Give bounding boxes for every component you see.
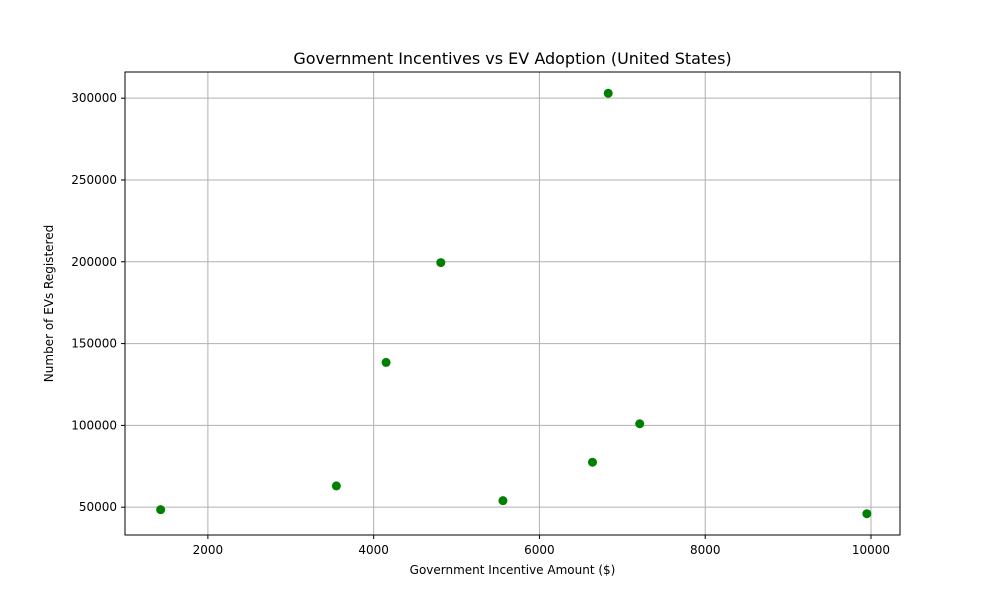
x-tick-label: 10000 [852, 543, 890, 557]
x-tick-label: 8000 [690, 543, 721, 557]
data-point [635, 419, 645, 429]
data-point [498, 496, 508, 506]
data-point [331, 481, 341, 491]
x-axis-ticks: 2000 4000 6000 8000 10000 [193, 535, 890, 557]
y-tick-label: 100000 [71, 418, 117, 432]
y-axis-label: Number of EVs Registered [42, 225, 56, 382]
data-point [436, 258, 446, 268]
y-tick-label: 300000 [71, 91, 117, 105]
y-axis-ticks: 50000 100000 150000 200000 250000 300000 [71, 91, 125, 514]
x-tick-label: 2000 [193, 543, 224, 557]
x-axis-label: Government Incentive Amount ($) [410, 563, 616, 577]
y-tick-label: 50000 [79, 500, 117, 514]
data-point [862, 509, 872, 519]
chart-title: Government Incentives vs EV Adoption (Un… [293, 49, 731, 68]
data-point [587, 457, 597, 467]
y-tick-label: 250000 [71, 173, 117, 187]
data-points [156, 88, 872, 519]
data-point [381, 357, 391, 367]
y-tick-label: 150000 [71, 337, 117, 351]
y-tick-label: 200000 [71, 255, 117, 269]
data-point [603, 88, 613, 98]
grid-lines [125, 72, 900, 535]
x-tick-label: 6000 [524, 543, 555, 557]
data-point [156, 505, 166, 515]
plot-frame [124, 71, 901, 536]
x-tick-label: 4000 [358, 543, 389, 557]
